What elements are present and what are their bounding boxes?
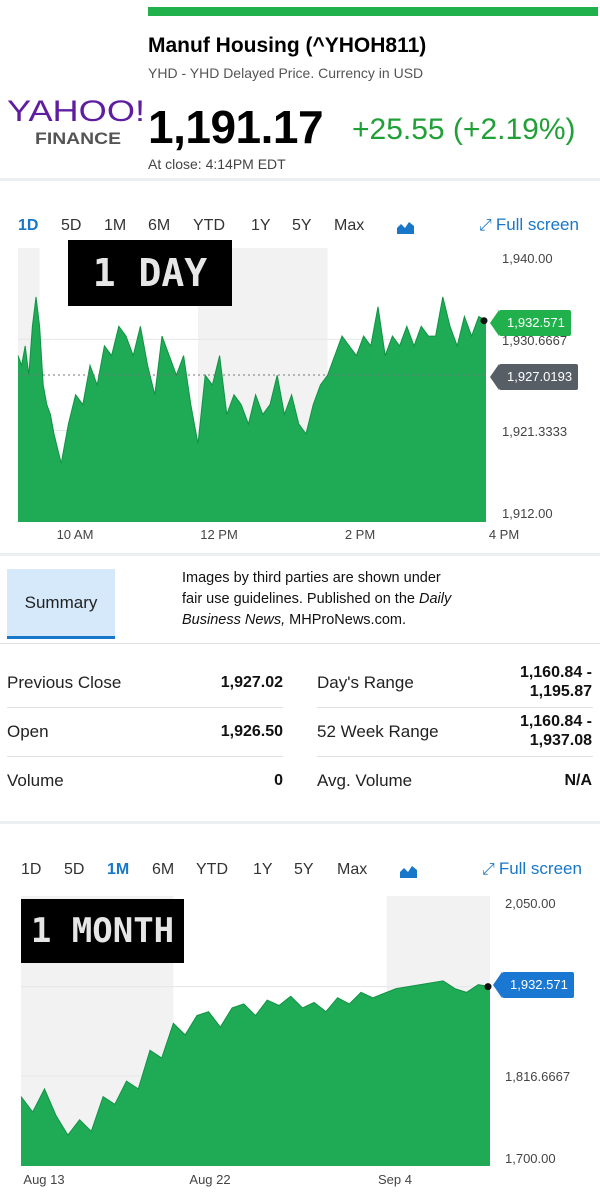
y-tick-label: 1,940.00 — [502, 251, 553, 266]
fair-use-notice: Images by third parties are shown under … — [182, 568, 482, 631]
expand-icon: ⤢ — [482, 861, 495, 878]
y-tick-label: 1,912.00 — [502, 506, 553, 521]
stat-label-days-range: Day's Range — [317, 673, 414, 692]
divider — [0, 821, 600, 824]
yahoo-finance-logo[interactable]: YAHOO! FINANCE — [5, 94, 147, 150]
stat-value-days-range-low: 1,160.84 - — [519, 664, 592, 681]
stat-value-volume: 0 — [274, 772, 283, 789]
tab-1y[interactable]: 1Y — [253, 861, 273, 878]
last-price-dot — [480, 317, 488, 325]
stat-value-days-range-high: 1,195.87 — [529, 683, 592, 700]
x-tick-label: Sep 4 — [378, 1172, 412, 1187]
x-tick-label: Aug 22 — [189, 1172, 231, 1187]
tab-5y[interactable]: 5Y — [294, 861, 314, 878]
tab-ytd[interactable]: YTD — [193, 217, 225, 234]
stat-value-avg-volume: N/A — [564, 772, 592, 789]
y-tick-label: 2,050.00 — [505, 896, 556, 911]
row-divider — [7, 707, 283, 708]
svg-text:FINANCE: FINANCE — [35, 129, 121, 148]
accent-bar — [148, 7, 598, 16]
x-tick-label: 4 PM — [488, 527, 520, 542]
fullscreen-label: Full screen — [498, 859, 582, 878]
price-value: 1,191.17 — [148, 101, 324, 153]
stat-label-52-week-range: 52 Week Range — [317, 722, 439, 741]
price-line-series — [17, 296, 487, 464]
tab-6m[interactable]: 6M — [148, 217, 171, 234]
intraday-chart[interactable] — [17, 248, 488, 522]
tab-max[interactable]: Max — [337, 861, 368, 878]
x-tick-label: 2 PM — [344, 527, 376, 542]
tab-summary[interactable]: Summary — [7, 569, 115, 639]
last-price-dot — [484, 983, 492, 991]
page-title: Manuf Housing (^YHOH811) — [148, 34, 427, 57]
x-tick-label: 12 PM — [200, 527, 238, 542]
fair-use-line: Business News, MHProNews.com. — [182, 612, 407, 628]
y-tick-label: 1,816.6667 — [505, 1069, 571, 1084]
divider — [0, 178, 600, 181]
tab-max[interactable]: Max — [334, 217, 365, 234]
chart-badge-1month: 1 MONTH — [21, 899, 184, 963]
stat-value-previous-close: 1,927.02 — [220, 674, 283, 691]
x-tick-label: Aug 13 — [23, 1172, 65, 1187]
y-tick-label: 1,930.6667 — [502, 333, 568, 348]
tab-1m[interactable]: 1M — [104, 217, 127, 234]
quote-subtitle: YHD - YHD Delayed Price. Currency in USD — [148, 65, 424, 81]
price-area-series — [18, 296, 486, 522]
fullscreen-button[interactable]: ⤢ Full screen — [482, 859, 582, 879]
stat-label-previous-close: Previous Close — [7, 673, 122, 692]
fullscreen-button[interactable]: ⤢ Full screen — [479, 215, 579, 235]
previous-close-flag: 1,927.0193 — [489, 364, 579, 390]
current-price-flag: 1,932.571 — [493, 972, 574, 998]
row-divider — [317, 707, 593, 708]
tab-1y[interactable]: 1Y — [251, 217, 271, 234]
stat-value-52-week-range-low: 1,160.84 - — [519, 713, 592, 730]
stat-label-avg-volume: Avg. Volume — [317, 771, 413, 790]
stat-value-52-week-range-high: 1,937.08 — [529, 732, 592, 749]
tab-5d[interactable]: 5D — [64, 861, 85, 878]
tab-1m[interactable]: 1M — [107, 861, 130, 878]
divider — [0, 643, 600, 644]
y-tick-label: 1,921.3333 — [502, 424, 568, 439]
stat-value-open: 1,926.50 — [220, 723, 283, 740]
row-divider — [7, 756, 283, 757]
fair-use-line: Images by third parties are shown under — [182, 570, 441, 586]
tab-5d[interactable]: 5D — [61, 217, 82, 234]
price-area-series — [21, 980, 490, 1166]
stat-label-open: Open — [7, 722, 49, 741]
stat-label-volume: Volume — [7, 771, 64, 790]
summary-tab-label: Summary — [24, 593, 98, 612]
price-line-series — [20, 980, 491, 1136]
chart-badge-1day: 1 DAY — [68, 240, 232, 306]
x-tick-label: 10 AM — [56, 527, 94, 542]
current-price-flag: 1,932.571 — [490, 310, 571, 336]
tab-5y[interactable]: 5Y — [292, 217, 312, 234]
y-tick-label: 1,700.00 — [505, 1151, 556, 1166]
close-time: At close: 4:14PM EDT — [148, 156, 286, 172]
tab-1d[interactable]: 1D — [21, 861, 42, 878]
tab-1d[interactable]: 1D — [18, 217, 39, 234]
area-chart-icon[interactable] — [399, 863, 418, 879]
fair-use-line: fair use guidelines. Published on the Da… — [182, 591, 452, 607]
tab-ytd[interactable]: YTD — [196, 861, 228, 878]
divider — [0, 553, 600, 556]
area-chart-icon[interactable] — [396, 219, 415, 235]
fullscreen-label: Full screen — [495, 215, 579, 234]
svg-text:YAHOO!: YAHOO! — [7, 95, 145, 128]
tab-6m[interactable]: 6M — [152, 861, 175, 878]
price-change: +25.55 (+2.19%) — [352, 113, 576, 146]
yahoo-finance-logo-graphic: YAHOO! FINANCE — [7, 95, 145, 148]
row-divider — [317, 756, 593, 757]
expand-icon: ⤢ — [479, 217, 492, 234]
